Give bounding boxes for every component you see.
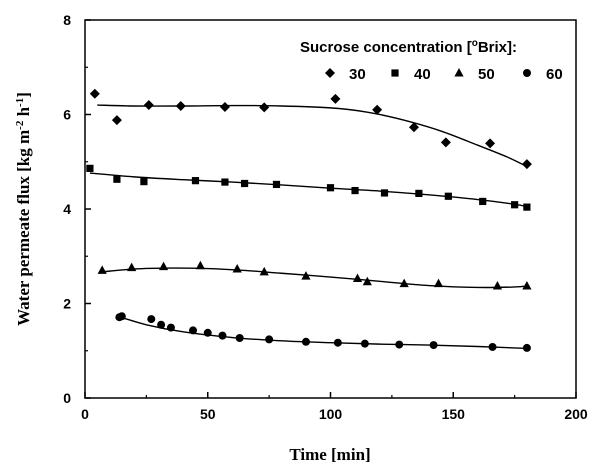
point-60 <box>117 312 126 321</box>
point-50 <box>399 278 409 288</box>
x-tick-label: 200 <box>564 406 588 422</box>
point-60 <box>203 328 212 337</box>
point-60 <box>522 343 531 352</box>
y-tick-label: 0 <box>63 390 71 406</box>
point-50 <box>352 273 363 282</box>
legend-label-40: 40 <box>414 66 431 83</box>
point-60 <box>429 341 438 350</box>
point-60 <box>235 333 244 342</box>
point-40 <box>511 201 519 209</box>
point-60 <box>360 339 369 348</box>
fit-curve-50 <box>102 267 527 289</box>
point-50 <box>522 281 532 290</box>
point-40 <box>272 180 281 189</box>
point-60 <box>218 331 227 340</box>
point-50 <box>433 278 444 288</box>
point-30 <box>372 104 383 115</box>
point-60 <box>166 323 175 332</box>
point-50 <box>362 276 372 286</box>
point-60 <box>301 337 310 346</box>
point-40 <box>240 179 249 188</box>
point-30 <box>111 115 122 126</box>
legend: Sucrose concentration [oBrix]: 30 40 50 60 <box>300 38 563 83</box>
point-30 <box>219 101 230 112</box>
point-40 <box>479 197 487 206</box>
point-60 <box>189 326 198 335</box>
point-30 <box>175 100 186 111</box>
axis-ticks: 0 50 100 150 200 0 2 4 6 8 <box>63 12 588 422</box>
data-points <box>86 88 532 352</box>
point-50 <box>232 264 242 273</box>
point-50 <box>301 271 311 280</box>
y-axis-title: Water permeate flux [kg m-2 h-1] <box>14 92 33 326</box>
point-60 <box>147 315 156 324</box>
point-60 <box>333 338 342 347</box>
legend-label-60: 60 <box>546 66 563 83</box>
point-30 <box>485 138 496 149</box>
point-30 <box>521 159 532 170</box>
point-30 <box>440 137 451 148</box>
point-30 <box>259 102 270 113</box>
legend-label-30: 30 <box>349 66 366 83</box>
point-30 <box>89 88 100 99</box>
point-40 <box>415 189 423 198</box>
point-60 <box>157 320 166 329</box>
fit-curve-40 <box>89 172 528 208</box>
point-50 <box>195 260 205 270</box>
fit-curves <box>89 104 528 350</box>
point-40 <box>86 164 94 172</box>
point-40 <box>380 189 389 197</box>
point-30 <box>143 100 154 111</box>
legend-marker-60 <box>523 69 531 77</box>
point-30 <box>408 122 419 133</box>
point-50 <box>158 261 169 271</box>
point-40 <box>523 203 531 211</box>
y-tick-label: 2 <box>63 296 71 312</box>
point-60 <box>488 342 497 351</box>
point-40 <box>221 178 229 186</box>
point-50 <box>492 281 503 290</box>
legend-title: Sucrose concentration [oBrix]: <box>300 38 517 56</box>
fit-curve-30 <box>97 104 528 168</box>
point-40 <box>113 175 121 183</box>
legend-marker-50 <box>454 68 464 77</box>
y-tick-label: 8 <box>63 12 71 28</box>
y-tick-label: 6 <box>63 107 71 123</box>
point-30 <box>330 93 341 104</box>
y-tick-label: 4 <box>63 201 71 217</box>
x-tick-label: 0 <box>81 406 89 422</box>
legend-marker-40 <box>391 69 399 77</box>
legend-items: 30 40 50 60 <box>325 66 563 83</box>
point-40 <box>326 184 335 192</box>
x-tick-label: 100 <box>319 406 343 422</box>
point-60 <box>395 340 404 349</box>
point-50 <box>127 262 137 272</box>
x-tick-label: 150 <box>442 406 466 422</box>
legend-label-50: 50 <box>478 66 495 83</box>
point-50 <box>259 266 269 276</box>
legend-marker-30 <box>325 68 335 78</box>
point-60 <box>265 335 274 344</box>
fit-curve-60 <box>119 316 527 350</box>
x-tick-label: 50 <box>200 406 216 422</box>
x-axis-title: Time [min] <box>289 445 370 464</box>
point-50 <box>97 265 107 274</box>
point-40 <box>444 192 452 200</box>
point-40 <box>351 186 359 195</box>
point-40 <box>140 177 148 186</box>
point-40 <box>191 177 200 185</box>
